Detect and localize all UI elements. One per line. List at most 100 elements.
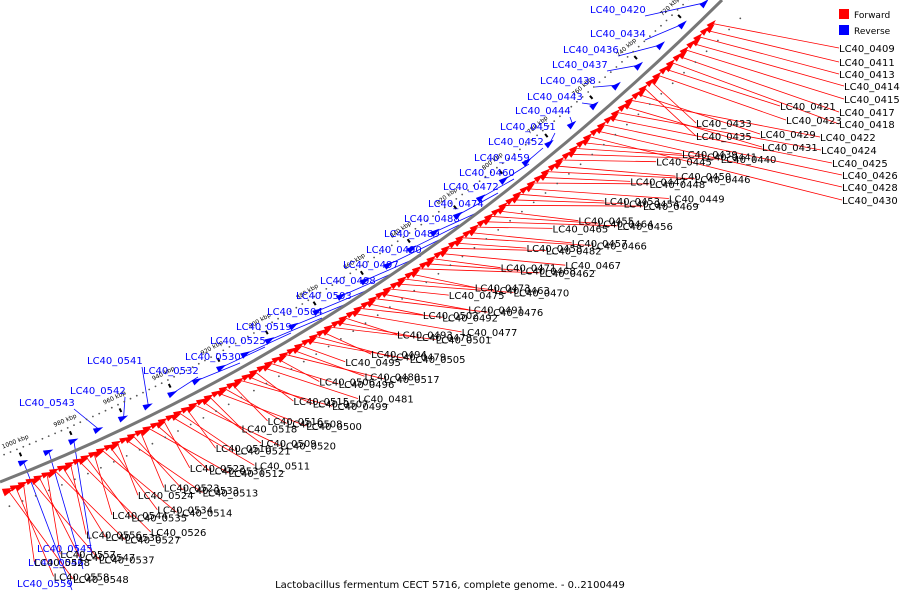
forward-gene-arrow	[491, 207, 501, 217]
forward-connector	[381, 293, 469, 310]
track-dot	[437, 210, 440, 213]
track-dot	[648, 103, 651, 105]
forward-connector	[460, 237, 592, 246]
forward-gene-label: LC40_0475	[449, 291, 505, 302]
forward-gene-label: LC40_0477	[462, 328, 518, 339]
forward-gene-label: LC40_0467	[565, 261, 621, 272]
forward-connector	[254, 371, 294, 402]
forward-gene-label: LC40_0492	[442, 313, 498, 324]
forward-connector	[503, 204, 644, 207]
track-dot	[401, 298, 403, 300]
forward-gene-arrow	[617, 102, 628, 112]
forward-gene-arrow	[603, 115, 614, 125]
track-dot	[671, 14, 673, 17]
forward-gene-label: LC40_0479	[391, 353, 447, 364]
track-dot	[290, 368, 293, 370]
forward-gene-arrow	[476, 218, 487, 228]
forward-gene-label: LC40_0495	[345, 358, 401, 369]
track-dot	[79, 421, 82, 424]
forward-gene-arrow	[316, 329, 327, 337]
forward-gene-arrow	[575, 139, 586, 149]
track-dot	[87, 472, 89, 475]
forward-gene-label: LC40_0463	[494, 286, 550, 297]
forward-gene-arrow	[462, 229, 473, 238]
forward-gene-arrow	[165, 414, 176, 422]
forward-gene-label: LC40_0501	[436, 336, 492, 347]
track-dot	[210, 356, 213, 358]
track-dot	[682, 3, 684, 6]
forward-gene-label: LC40_0544	[112, 511, 168, 522]
forward-gene-label: LC40_0481	[358, 395, 414, 406]
track-dot	[643, 40, 646, 43]
track-dot	[215, 410, 218, 413]
track-dot	[240, 339, 243, 341]
forward-connector	[417, 268, 540, 274]
forward-gene-label: LC40_0557	[60, 550, 116, 561]
forward-gene-label: LC40_0500	[306, 422, 362, 433]
forward-gene-label: LC40_0510	[216, 444, 272, 455]
track-dot	[587, 91, 590, 93]
kbp-tick-label: 980 kbp	[53, 412, 78, 428]
forward-connector	[209, 396, 242, 429]
forward-gene-label: LC40_0413	[839, 70, 895, 81]
track-dot	[361, 264, 364, 267]
track-dot	[35, 440, 37, 443]
forward-connector	[170, 416, 255, 466]
forward-connector	[453, 242, 527, 249]
forward-connector	[657, 74, 787, 121]
track-dot	[461, 193, 464, 196]
forward-gene-label: LC40_0548	[73, 575, 129, 586]
track-dot	[47, 435, 50, 437]
forward-gene-arrow	[180, 406, 191, 414]
forward-connector	[292, 349, 365, 377]
forward-gene-arrow	[301, 338, 312, 347]
genome-caption: Lactobacillus fermentum CECT 5716, compl…	[275, 580, 625, 591]
track-dot	[343, 276, 346, 279]
track-dot	[598, 81, 601, 83]
reverse-gene-arrow	[117, 415, 129, 423]
track-dot	[307, 299, 310, 302]
track-dot	[373, 256, 375, 259]
track-dot	[367, 260, 369, 263]
track-dot	[449, 264, 452, 267]
forward-gene-label: LC40_0462	[539, 269, 595, 280]
kbp-tick-mark	[498, 169, 503, 175]
forward-connector	[581, 142, 683, 155]
reverse-gene-arrow	[240, 351, 251, 359]
track-dot	[148, 388, 151, 391]
reverse-gene-arrow	[406, 245, 417, 254]
reverse-connector	[412, 224, 460, 249]
reverse-gene-arrow	[677, 20, 687, 30]
forward-gene-arrow	[658, 65, 669, 75]
label-connectors	[7, 2, 845, 591]
forward-gene-label: LC40_0531	[209, 466, 265, 477]
forward-connector	[691, 42, 845, 87]
forward-gene-label: LC40_0526	[151, 528, 207, 539]
track-dot	[413, 289, 416, 292]
track-dot	[73, 424, 75, 426]
forward-connector	[705, 29, 840, 63]
track-dot	[509, 219, 511, 222]
track-dot	[8, 505, 11, 508]
reverse-gene-arrow	[633, 61, 643, 71]
track-dot	[485, 238, 488, 240]
reverse-gene-label: LC40_0459	[474, 153, 530, 164]
track-dot	[112, 461, 115, 463]
forward-gene-label: LC40_0415	[844, 95, 900, 106]
forward-gene-label: LC40_0448	[650, 180, 706, 191]
reverse-gene-arrow	[429, 228, 440, 237]
track-dot	[376, 314, 379, 317]
forward-connector	[140, 431, 165, 488]
track-dot	[660, 92, 663, 95]
forward-gene-label: LC40_0518	[242, 425, 298, 436]
forward-connector	[299, 345, 346, 363]
track-dot	[602, 143, 605, 146]
forward-connector	[216, 392, 307, 427]
forward-gene-label: LC40_0435	[696, 132, 752, 143]
forward-connector	[329, 326, 436, 340]
forward-gene-arrow	[195, 398, 207, 406]
track-dot	[240, 396, 243, 399]
forward-connector	[630, 99, 821, 138]
reverse-connector	[141, 366, 149, 406]
